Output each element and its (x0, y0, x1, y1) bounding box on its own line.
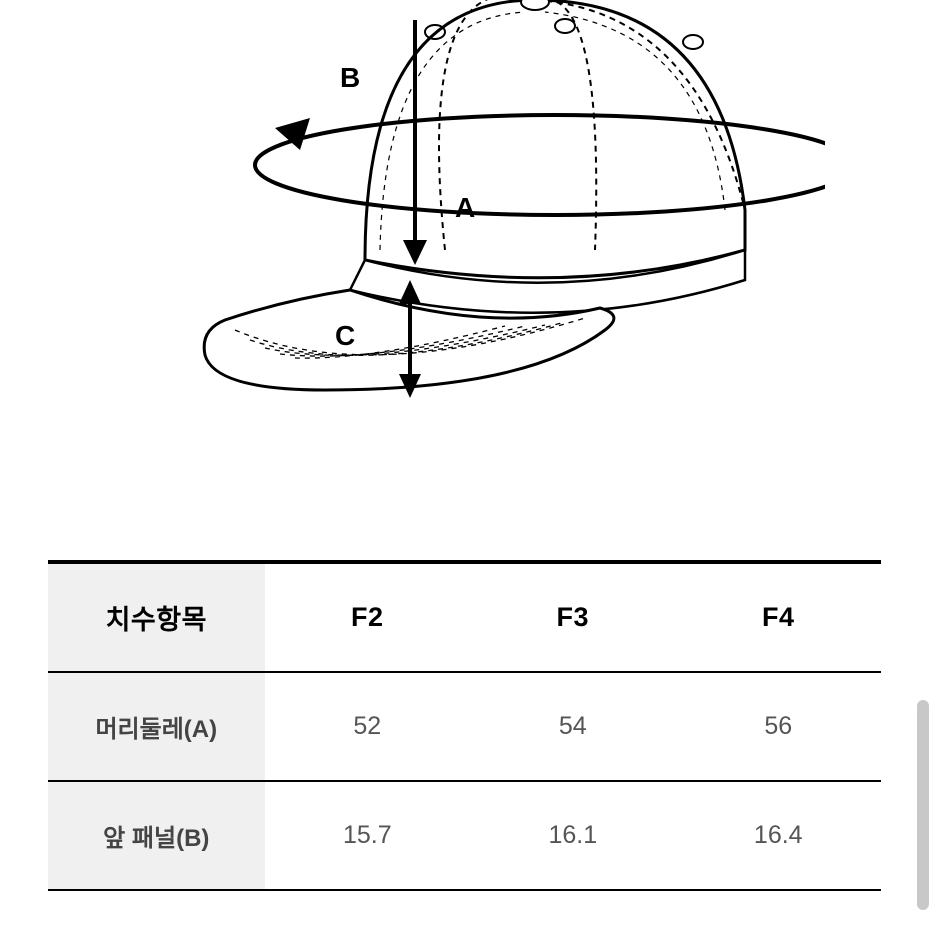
diagram-label-a: A (455, 192, 475, 224)
cap-svg (105, 0, 825, 450)
table-row: 머리둘레(A) 52 54 56 (48, 672, 881, 781)
header-col-f2: F2 (265, 562, 470, 672)
diagram-label-c: C (335, 320, 355, 352)
cell: 16.1 (470, 781, 675, 890)
cell: 15.7 (265, 781, 470, 890)
cell: 52 (265, 672, 470, 781)
scrollbar-thumb[interactable] (917, 700, 929, 910)
cell: 56 (676, 672, 881, 781)
table-header-row: 치수항목 F2 F3 F4 (48, 562, 881, 672)
header-label: 치수항목 (48, 562, 265, 672)
cap-diagram: B A C (0, 0, 929, 560)
row-label: 머리둘레(A) (48, 672, 265, 781)
table-row: 앞 패널(B) 15.7 16.1 16.4 (48, 781, 881, 890)
size-table: 치수항목 F2 F3 F4 머리둘레(A) 52 54 56 앞 패널(B) 1… (48, 560, 881, 891)
header-col-f3: F3 (470, 562, 675, 672)
header-col-f4: F4 (676, 562, 881, 672)
diagram-label-b: B (340, 62, 360, 94)
size-table-container: 치수항목 F2 F3 F4 머리둘레(A) 52 54 56 앞 패널(B) 1… (48, 560, 881, 891)
cell: 16.4 (676, 781, 881, 890)
cell: 54 (470, 672, 675, 781)
row-label: 앞 패널(B) (48, 781, 265, 890)
